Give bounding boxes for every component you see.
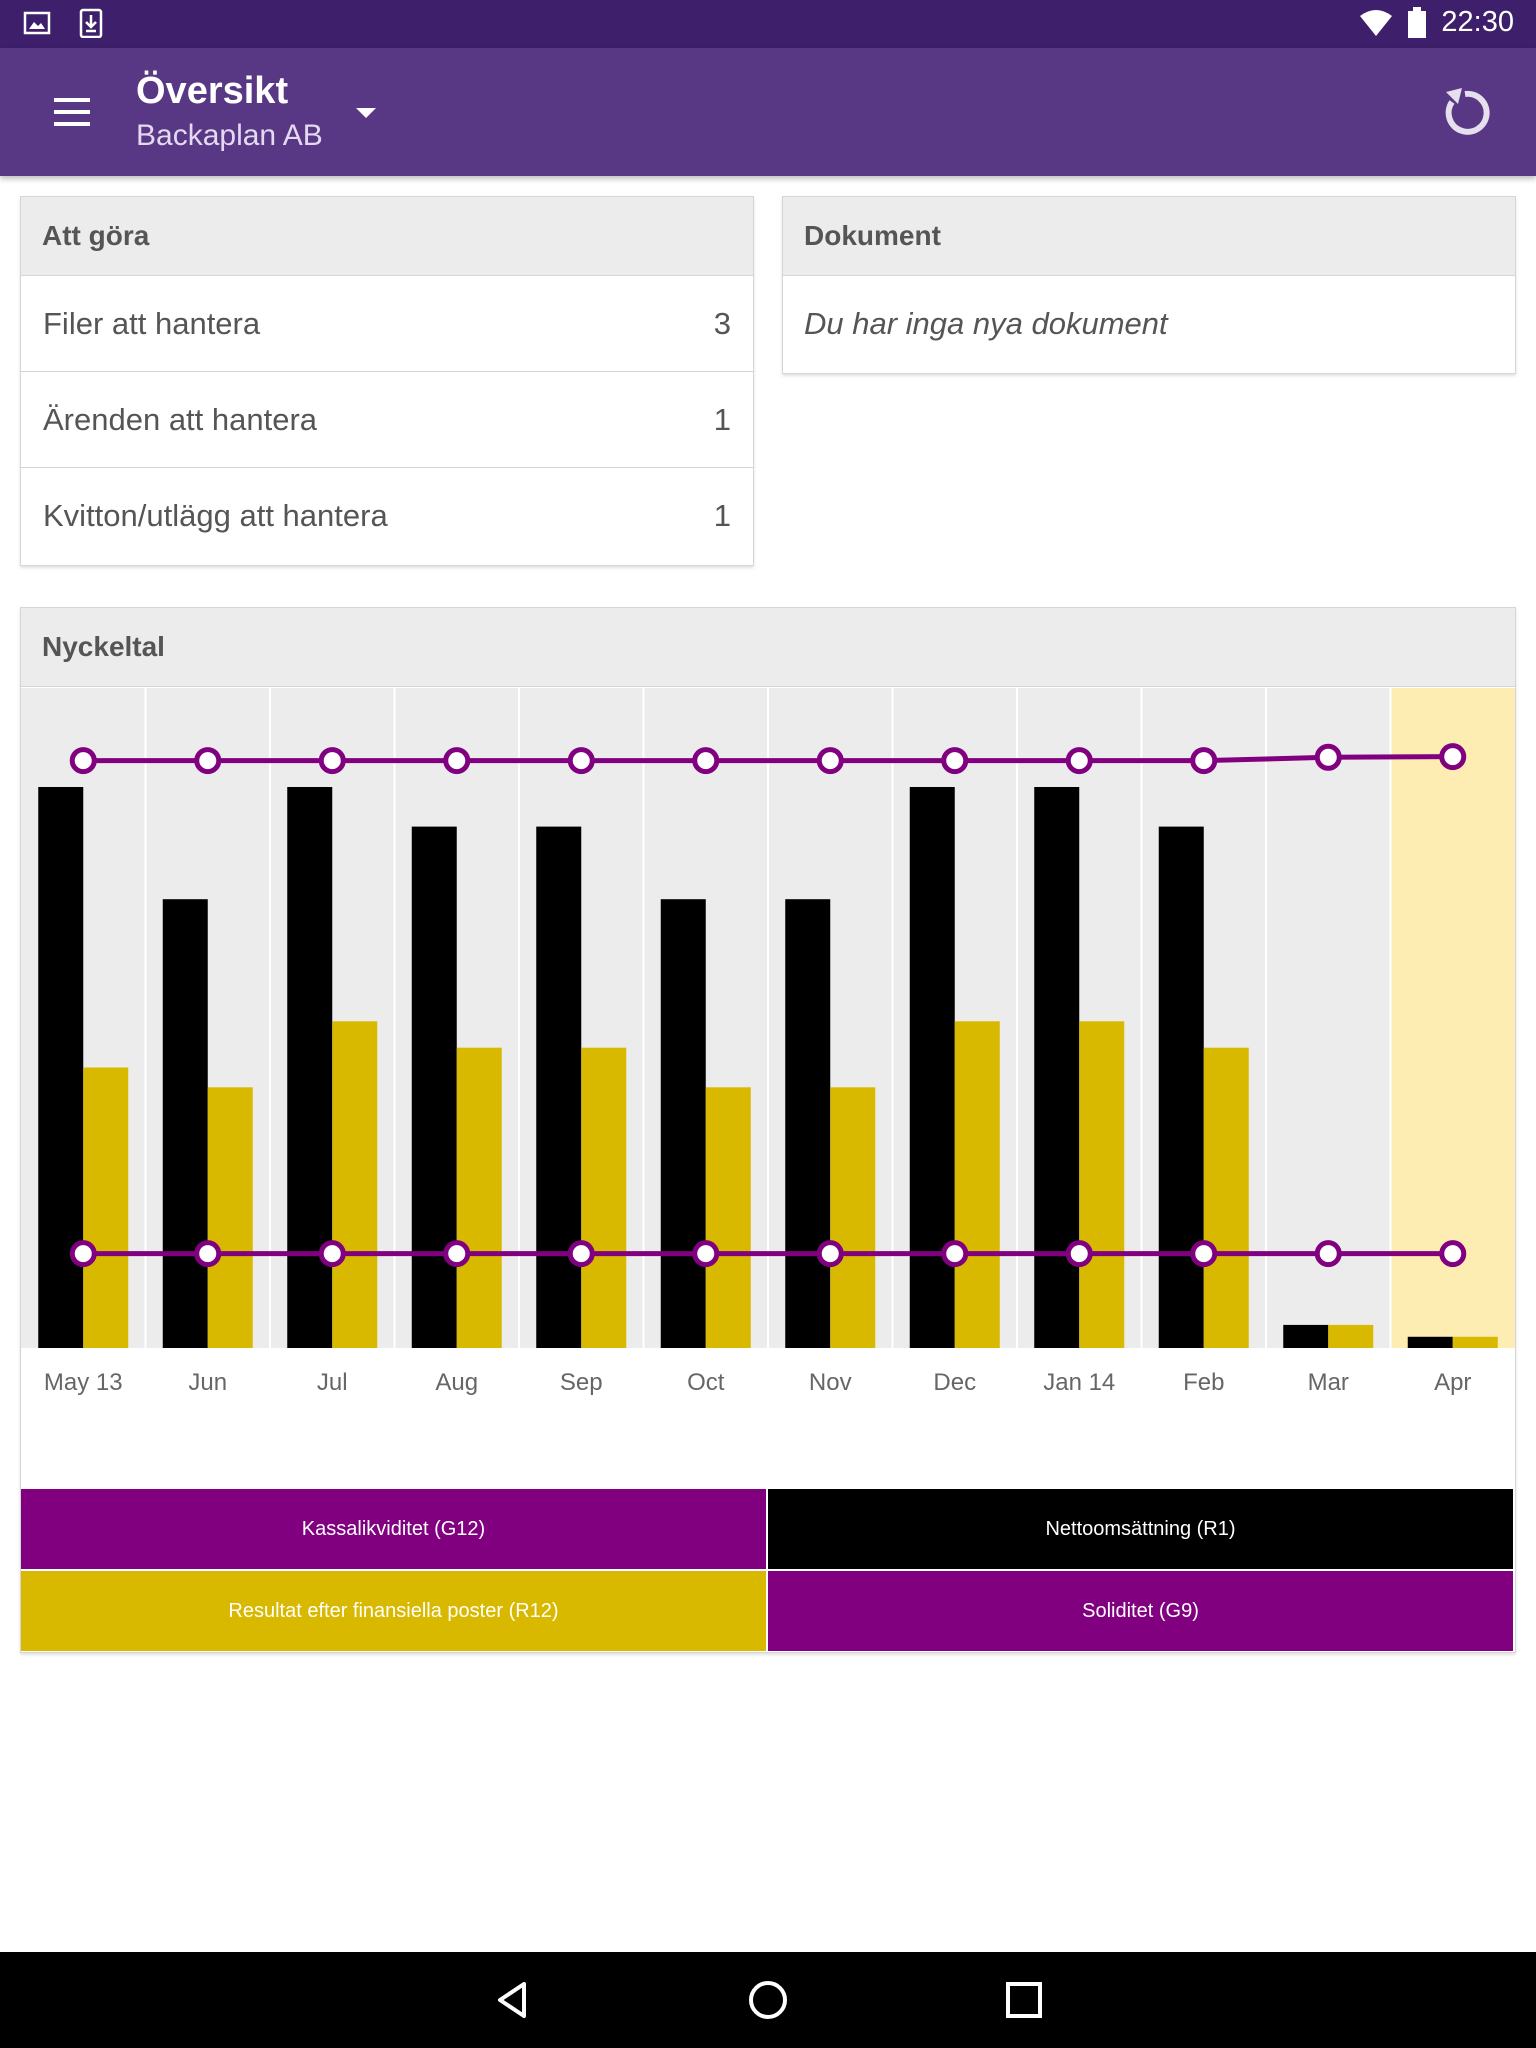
clock-time: 22:30 (1441, 6, 1514, 38)
chart-highlight-column (1390, 688, 1515, 1348)
chart-point (941, 1240, 969, 1268)
documents-empty-text: Du har inga nya dokument (804, 306, 1168, 341)
refresh-icon[interactable] (1436, 84, 1494, 142)
status-bar: 22:30 (0, 0, 1536, 48)
chart-point (1439, 1240, 1467, 1268)
chart-point (69, 747, 97, 775)
chart-tick-label: Sep (560, 1369, 603, 1396)
navigation-bar (0, 1952, 1536, 2048)
todo-item-count: 3 (713, 305, 731, 341)
todo-item-label: Ärenden att hantera (43, 401, 318, 437)
chart-tick-label: Jul (317, 1369, 348, 1396)
chart-point (443, 1240, 471, 1268)
home-icon[interactable] (744, 1976, 792, 2024)
chart-point (816, 747, 844, 775)
app-bar: Översikt Backaplan AB (0, 48, 1536, 176)
todo-item-files[interactable]: Filer att hantera 3 (21, 276, 753, 372)
chart-point (1314, 1240, 1342, 1268)
chart-bar (1283, 1324, 1329, 1348)
chart-point (194, 747, 222, 775)
chart-bar (1452, 1336, 1498, 1348)
chart-bar (1203, 1047, 1249, 1348)
chart-bar (1079, 1021, 1125, 1348)
nyckeltal-chart[interactable]: May 13 Jun Jul Aug Sep Oct Nov Dec Jan 14 Feb Mar A… (21, 688, 1515, 1489)
chart-point (1065, 1240, 1093, 1268)
chart-bar (1158, 826, 1204, 1348)
legend-kassalikviditet[interactable]: Kassalikviditet (G12) (21, 1489, 766, 1569)
chart-point (1190, 1240, 1218, 1268)
chart-tick-label: Mar (1308, 1369, 1349, 1396)
chart-bar (207, 1087, 253, 1348)
chart-series-line (83, 754, 1453, 764)
chart-tick-label: Oct (687, 1369, 725, 1396)
chart-point (1439, 743, 1467, 771)
todo-item-count: 1 (713, 498, 731, 533)
back-icon[interactable] (488, 1976, 536, 2024)
todo-card-title: Att göra (21, 197, 753, 276)
chart-point (1190, 747, 1218, 775)
chart-bar (1407, 1336, 1453, 1348)
chart-bar (954, 1021, 1000, 1348)
nyckeltal-card-title: Nyckeltal (21, 608, 1515, 687)
chart-point (567, 1240, 595, 1268)
chart-bar (705, 1087, 751, 1348)
dropdown-arrow-icon[interactable] (354, 106, 378, 120)
chart-bar (1328, 1324, 1374, 1348)
chart-point (816, 1240, 844, 1268)
legend-resultat[interactable]: Resultat efter finansiella poster (R12) (21, 1571, 766, 1651)
nyckeltal-card: Nyckeltal May 13 Jun Jul Aug Sep Oct Nov Dec Jan… (20, 607, 1516, 1653)
chart-point (941, 747, 969, 775)
legend-soliditet[interactable]: Soliditet (G9) (768, 1571, 1513, 1651)
chart-bar (830, 1087, 876, 1348)
chart-tick-label: Jan 14 (1043, 1369, 1115, 1396)
recents-icon[interactable] (1000, 1976, 1048, 2024)
todo-item-count: 1 (713, 401, 731, 437)
chart-legend: Kassalikviditet (G12) Nettoomsättning (R… (21, 1489, 1515, 1653)
documents-card-title: Dokument (783, 197, 1515, 276)
chart-tick-label: May 13 (44, 1369, 123, 1396)
image-icon (23, 11, 51, 35)
todo-item-cases[interactable]: Ärenden att hantera 1 (21, 372, 753, 468)
chart-bar (536, 826, 582, 1348)
chart-bar (83, 1067, 129, 1348)
todo-card: Att göra Filer att hantera 3 Ärenden att… (20, 196, 754, 566)
download-icon (79, 8, 103, 38)
todo-item-label: Kvitton/utlägg att hantera (43, 498, 388, 533)
chart-bar (456, 1047, 502, 1348)
chart-point (194, 1240, 222, 1268)
chart-bar (660, 899, 706, 1348)
chart-tick-label: Aug (435, 1369, 478, 1396)
chart-point (69, 1240, 97, 1268)
chart-point (692, 747, 720, 775)
chart-tick-label: Apr (1434, 1369, 1471, 1396)
chart-bar (785, 899, 831, 1348)
chart-tick-label: Dec (933, 1369, 976, 1396)
chart-point (318, 747, 346, 775)
wifi-icon (1360, 9, 1393, 36)
chart-point (443, 747, 471, 775)
chart-tick-label: Nov (809, 1369, 852, 1396)
chart-bar (581, 1047, 627, 1348)
chart-bar (162, 899, 208, 1348)
chart-point (1065, 747, 1093, 775)
company-name: Backaplan AB (136, 119, 323, 152)
todo-item-receipts[interactable]: Kvitton/utlägg att hantera 1 (21, 468, 753, 564)
chart-bar (332, 1021, 378, 1348)
menu-icon[interactable] (48, 92, 96, 132)
chart-point (1314, 743, 1342, 771)
chart-bar (411, 826, 457, 1348)
company-selector[interactable]: Översikt Backaplan AB (136, 68, 323, 156)
legend-nettoomsattning[interactable]: Nettoomsättning (R1) (768, 1489, 1513, 1569)
chart-point (692, 1240, 720, 1268)
chart-point (318, 1240, 346, 1268)
chart-tick-label: Feb (1183, 1369, 1224, 1396)
documents-card: Dokument Du har inga nya dokument (782, 196, 1516, 374)
todo-item-label: Filer att hantera (43, 305, 261, 341)
battery-icon (1408, 6, 1427, 38)
chart-tick-label: Jun (188, 1369, 227, 1396)
chart-point (567, 747, 595, 775)
page-title: Översikt (136, 70, 289, 112)
